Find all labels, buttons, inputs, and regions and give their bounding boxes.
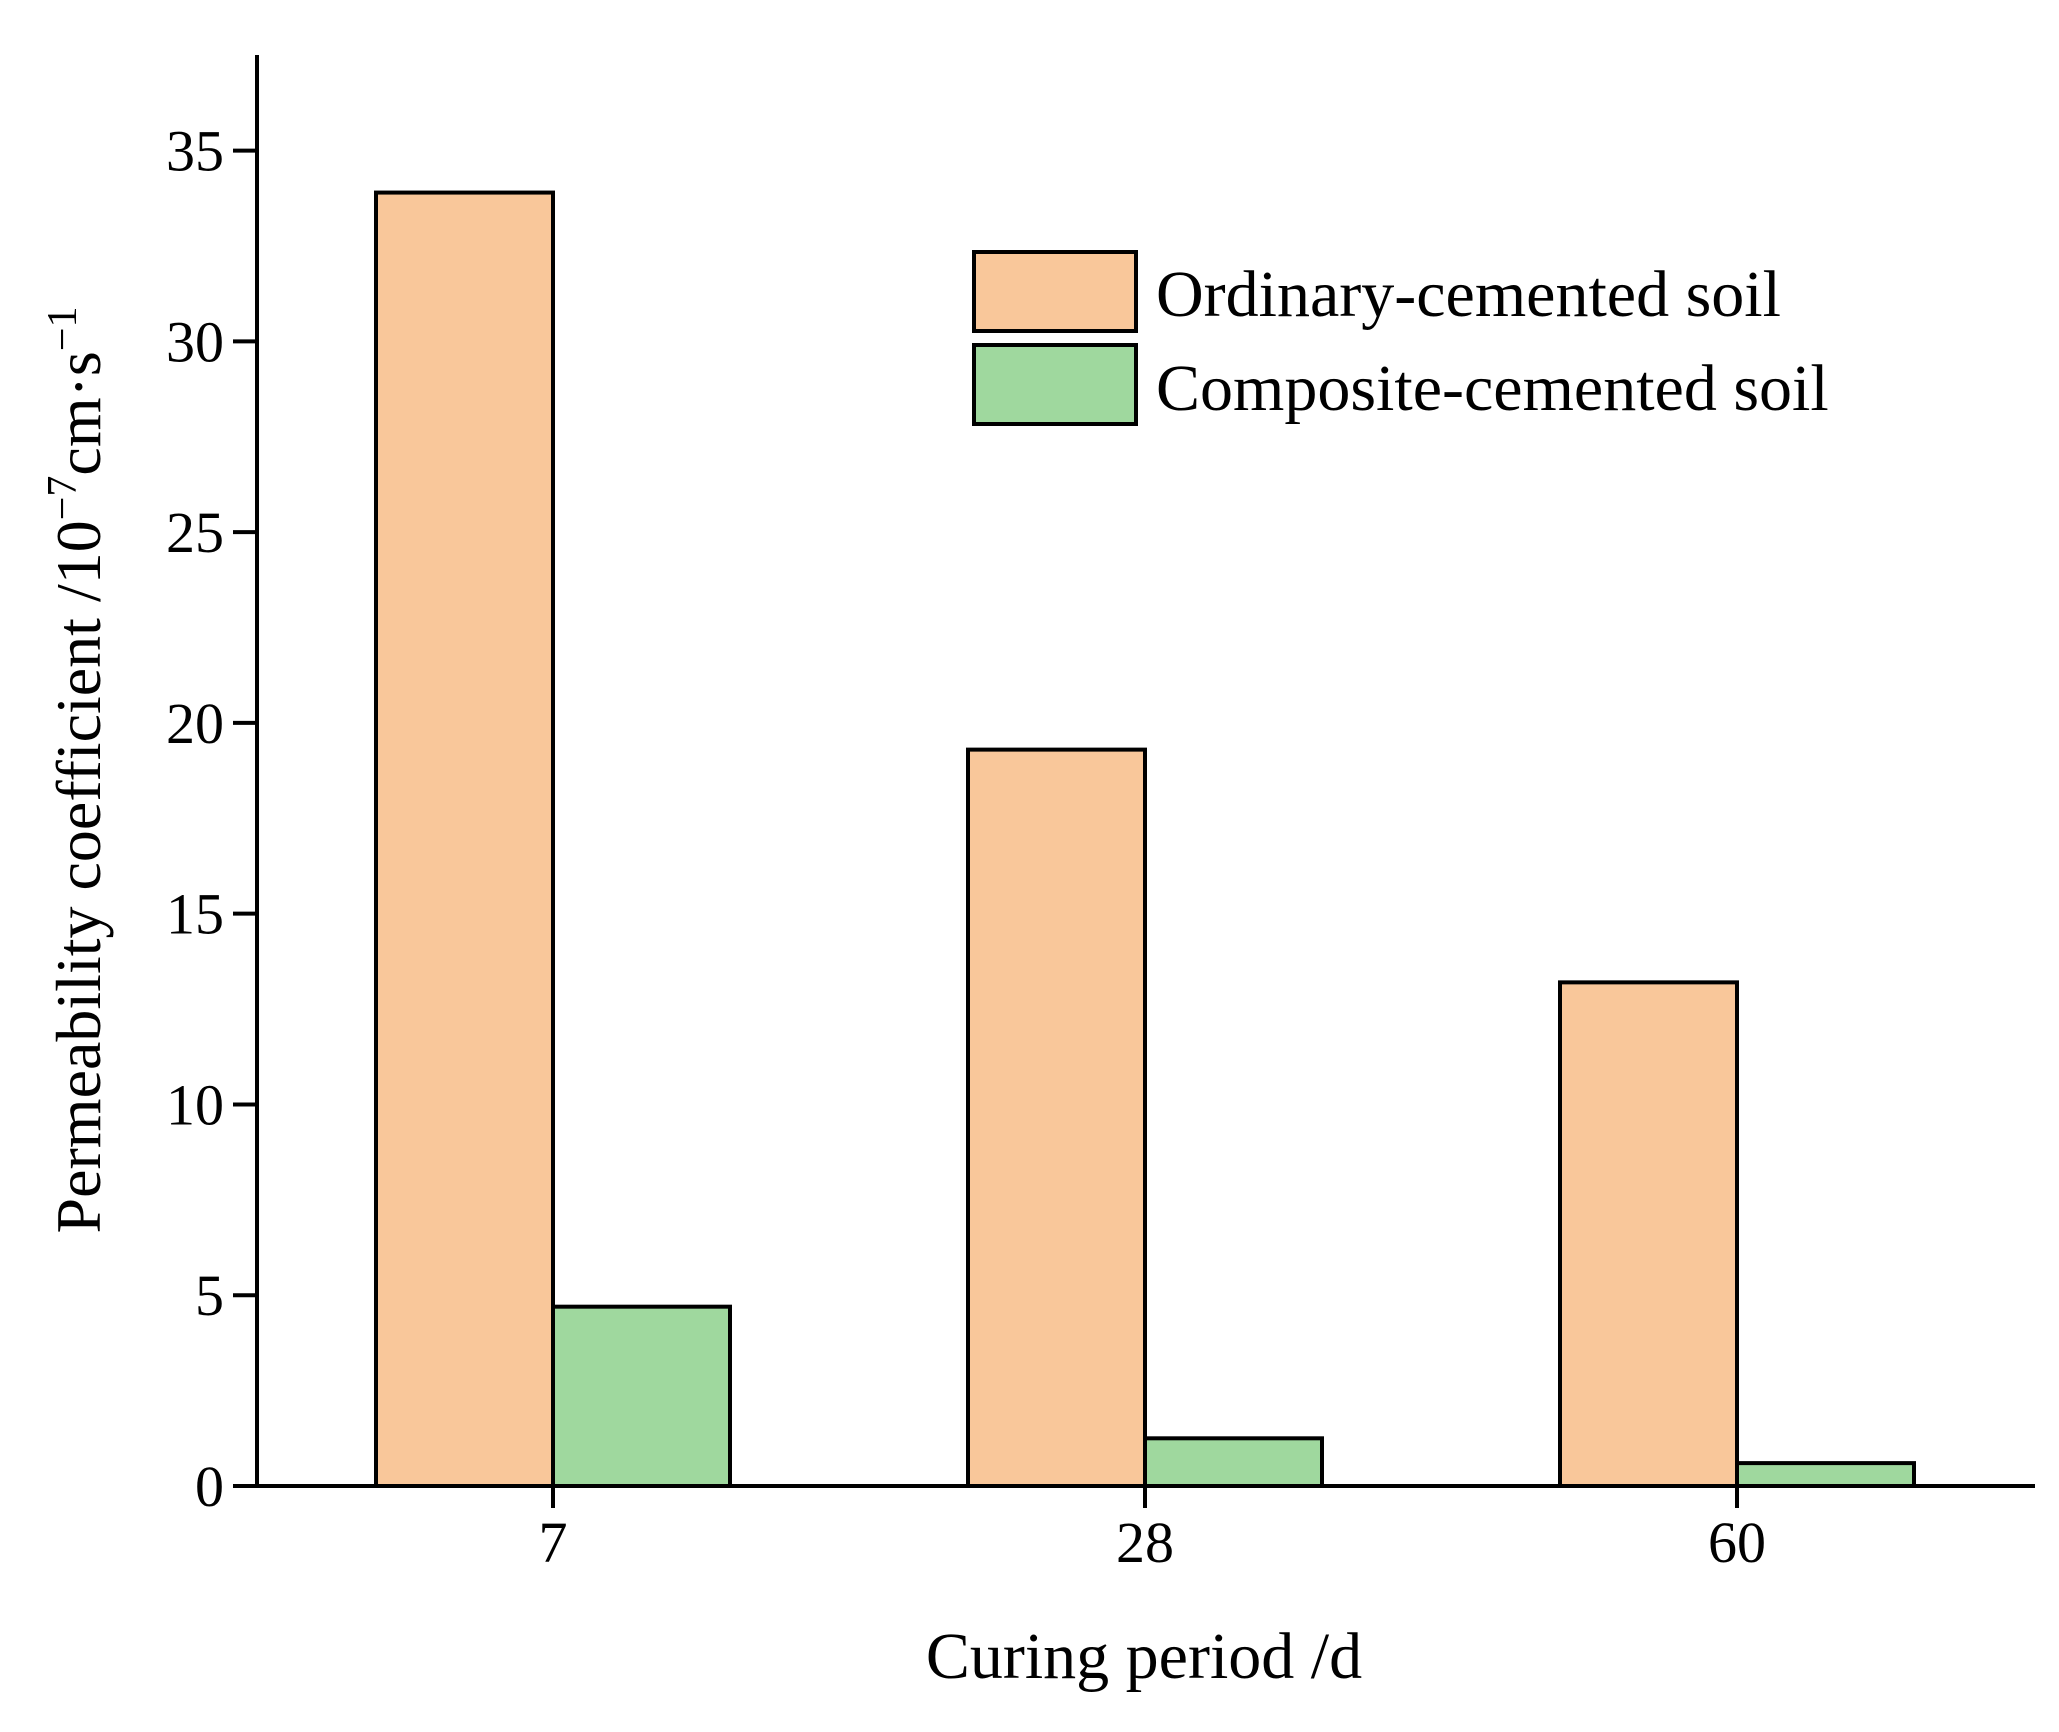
y-tick-label: 30 bbox=[166, 309, 224, 374]
legend-label-ordinary: Ordinary-cemented soil bbox=[1156, 258, 1781, 331]
bar-composite-60 bbox=[1735, 1461, 1916, 1488]
legend-swatch-ordinary bbox=[972, 250, 1138, 333]
y-tick-label: 20 bbox=[166, 691, 224, 756]
y-tick-label: 35 bbox=[166, 119, 224, 184]
y-tick-label: 5 bbox=[195, 1263, 224, 1328]
y-tick-label: 25 bbox=[166, 500, 224, 565]
legend-label-composite: Composite-cemented soil bbox=[1156, 352, 1829, 425]
x-tick-label: 28 bbox=[1116, 1510, 1174, 1575]
bars-group bbox=[374, 190, 1916, 1489]
x-axis-title: Curing period /d bbox=[926, 1620, 1362, 1693]
legend: Ordinary-cemented soil Composite-cemente… bbox=[972, 250, 1829, 426]
bar-ordinary-28 bbox=[966, 747, 1147, 1488]
y-tick-label: 10 bbox=[166, 1072, 224, 1137]
x-tick-label: 60 bbox=[1708, 1510, 1766, 1575]
legend-swatch-composite bbox=[972, 343, 1138, 426]
x-ticks-group: 7 28 60 bbox=[539, 1486, 1766, 1575]
y-axis-title-exp1: −7 bbox=[40, 476, 86, 521]
bar-composite-28 bbox=[1143, 1436, 1324, 1488]
x-tick-label: 7 bbox=[539, 1510, 568, 1575]
y-axis-title-prefix: Permeability coefficient /10 bbox=[43, 520, 114, 1233]
y-axis-title-middle: cm·s bbox=[43, 351, 114, 475]
bar-ordinary-7 bbox=[374, 190, 555, 1489]
y-axis-title: Permeability coefficient /10−7cm·s−1 bbox=[40, 306, 114, 1233]
y-tick-label: 15 bbox=[166, 882, 224, 947]
bar-composite-7 bbox=[551, 1304, 732, 1488]
y-axis-title-exp2: −1 bbox=[40, 306, 86, 351]
bar-ordinary-60 bbox=[1558, 980, 1739, 1488]
y-tick-label: 0 bbox=[195, 1454, 224, 1519]
y-ticks-group: 0 5 10 15 20 25 30 35 bbox=[166, 119, 257, 1519]
